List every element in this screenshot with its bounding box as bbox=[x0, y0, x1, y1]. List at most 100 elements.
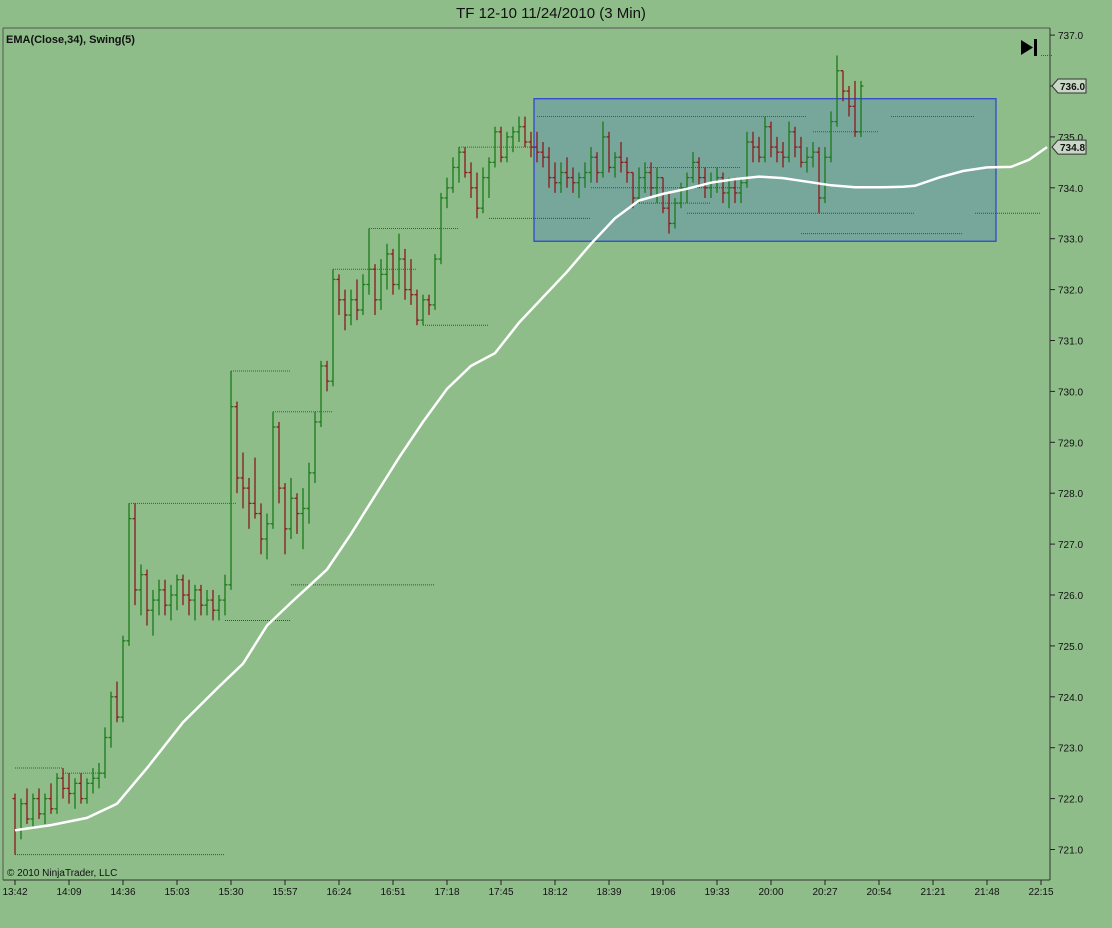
ohlc-bar bbox=[54, 773, 60, 814]
ohlc-bar bbox=[228, 371, 234, 590]
x-axis: 13:42 14:09 14:36 15:03 15:30 15:57 16:24 16:51… bbox=[2, 880, 1054, 898]
ohlc-bar bbox=[522, 116, 528, 148]
ohlc-bar bbox=[78, 773, 84, 804]
x-tick-label: 18:12 bbox=[542, 887, 567, 898]
ohlc-bar bbox=[132, 503, 138, 606]
ohlc-bar bbox=[414, 289, 420, 326]
ohlc-bars bbox=[12, 55, 864, 855]
ohlc-bar bbox=[324, 360, 330, 392]
ohlc-bar bbox=[816, 147, 822, 214]
ohlc-bar bbox=[720, 172, 726, 204]
ohlc-bar bbox=[114, 681, 120, 723]
ohlc-bar bbox=[60, 768, 66, 799]
ohlc-bar bbox=[48, 783, 54, 814]
ohlc-bar bbox=[342, 289, 348, 331]
ohlc-bar bbox=[300, 488, 306, 550]
ohlc-bar bbox=[144, 569, 150, 626]
ohlc-bar bbox=[198, 584, 204, 616]
ohlc-bar bbox=[468, 162, 474, 198]
ohlc-bar bbox=[150, 589, 156, 636]
ohlc-bar bbox=[738, 177, 744, 204]
ohlc-bar bbox=[312, 411, 318, 484]
x-tick-label: 22:15 bbox=[1028, 887, 1053, 898]
y-tick-label: 722.0 bbox=[1058, 795, 1083, 806]
ohlc-bar bbox=[348, 289, 354, 326]
ohlc-bar bbox=[162, 579, 168, 616]
x-tick-label: 15:57 bbox=[272, 887, 297, 898]
ohlc-bar bbox=[444, 177, 450, 209]
ohlc-bar bbox=[294, 493, 300, 534]
ohlc-bar bbox=[192, 584, 198, 621]
ohlc-bar bbox=[480, 167, 486, 214]
price-marker-tag bbox=[1051, 139, 1087, 155]
ohlc-bar bbox=[462, 147, 468, 178]
ohlc-bar bbox=[498, 126, 504, 163]
ohlc-bar bbox=[366, 228, 372, 295]
ohlc-bar bbox=[156, 579, 162, 616]
ohlc-bar bbox=[102, 727, 108, 779]
price-marker: 736.0 bbox=[1051, 78, 1087, 94]
ohlc-bar bbox=[336, 274, 342, 316]
x-tick-label: 15:03 bbox=[164, 887, 189, 898]
ohlc-bar bbox=[90, 768, 96, 794]
ohlc-bar bbox=[24, 788, 30, 825]
ohlc-bar bbox=[36, 788, 42, 819]
ohlc-bar bbox=[360, 274, 366, 316]
price-markers: 736.0 734.8 bbox=[1051, 78, 1087, 155]
ohlc-bar bbox=[654, 167, 660, 204]
ohlc-bar bbox=[546, 147, 552, 188]
ohlc-bar bbox=[252, 457, 258, 519]
chart-title: TF 12-10 11/24/2010 (3 Min) bbox=[456, 5, 646, 22]
ohlc-bar bbox=[786, 121, 792, 163]
x-tick-label: 20:27 bbox=[812, 887, 837, 898]
ohlc-bar bbox=[594, 152, 600, 183]
ohlc-bar bbox=[840, 70, 846, 102]
swing-lines bbox=[15, 54, 1053, 856]
ohlc-bar bbox=[396, 233, 402, 290]
ohlc-bar bbox=[126, 503, 132, 646]
ohlc-bar bbox=[846, 86, 852, 117]
ohlc-bar bbox=[582, 162, 588, 188]
ohlc-bar bbox=[420, 294, 426, 326]
ohlc-bar bbox=[450, 157, 456, 193]
ohlc-bar bbox=[234, 401, 240, 494]
ohlc-bar bbox=[780, 141, 786, 168]
y-tick-label: 735.0 bbox=[1058, 133, 1083, 144]
ohlc-bar bbox=[372, 264, 378, 316]
ohlc-bar bbox=[810, 141, 816, 168]
ohlc-bar bbox=[690, 152, 696, 183]
ohlc-bar bbox=[618, 141, 624, 173]
ohlc-bar bbox=[426, 294, 432, 316]
x-tick-label: 19:06 bbox=[650, 887, 675, 898]
price-marker-label: 736.0 bbox=[1060, 82, 1085, 93]
ohlc-bar bbox=[804, 147, 810, 173]
ohlc-bar bbox=[624, 157, 630, 183]
price-marker-label: 734.8 bbox=[1060, 143, 1085, 154]
jump-to-latest-icon[interactable] bbox=[1021, 39, 1037, 56]
ohlc-bar bbox=[510, 126, 516, 153]
x-tick-label: 15:30 bbox=[218, 887, 243, 898]
ohlc-bar bbox=[96, 762, 102, 789]
ohlc-bar bbox=[564, 157, 570, 188]
ohlc-bar bbox=[768, 121, 774, 158]
ohlc-bar bbox=[222, 574, 228, 616]
y-tick-label: 723.0 bbox=[1058, 744, 1083, 755]
ohlc-bar bbox=[138, 564, 144, 616]
ohlc-bar bbox=[834, 55, 840, 127]
ohlc-bar bbox=[174, 574, 180, 611]
price-marker: 734.8 bbox=[1051, 139, 1087, 155]
x-tick-label: 21:21 bbox=[920, 887, 945, 898]
ohlc-bar bbox=[270, 411, 276, 529]
ohlc-bar bbox=[774, 136, 780, 163]
ohlc-bar bbox=[30, 793, 36, 830]
ohlc-bar bbox=[642, 162, 648, 193]
x-tick-label: 13:42 bbox=[2, 887, 27, 898]
ohlc-bar bbox=[108, 691, 114, 748]
ohlc-bar bbox=[540, 141, 546, 168]
y-tick-label: 729.0 bbox=[1058, 438, 1083, 449]
ohlc-bar bbox=[120, 635, 126, 723]
y-tick-label: 737.0 bbox=[1058, 31, 1083, 42]
ohlc-bar bbox=[576, 172, 582, 198]
